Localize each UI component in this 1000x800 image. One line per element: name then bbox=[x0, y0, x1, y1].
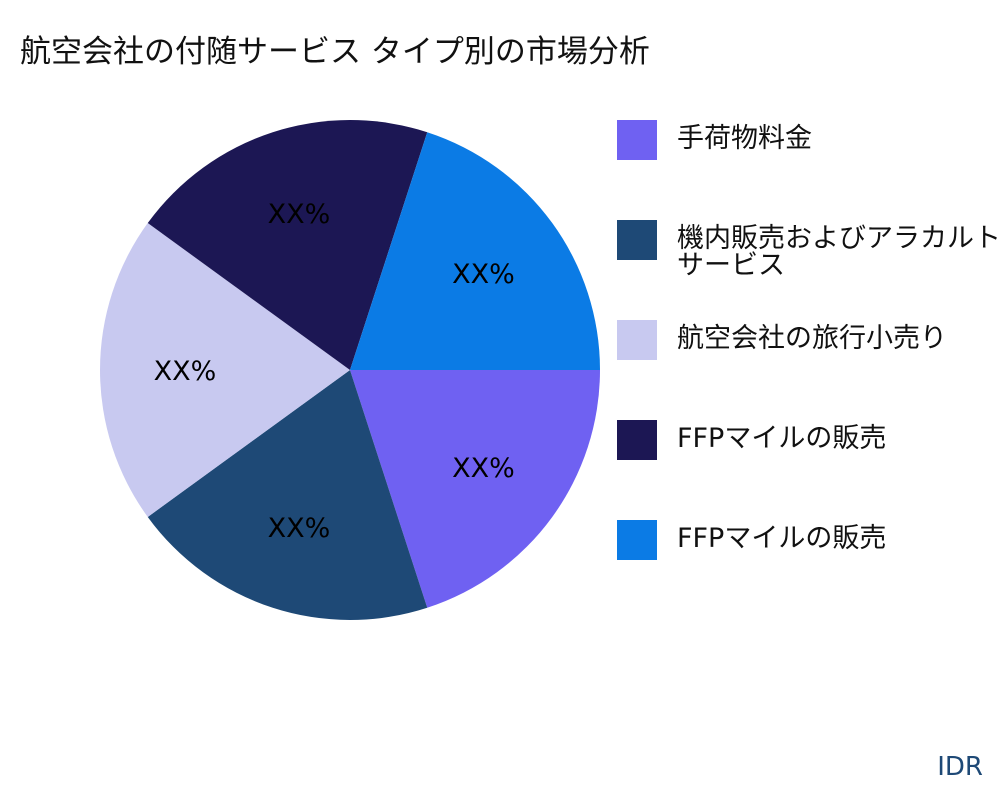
pie-slice bbox=[147, 370, 428, 620]
slice-data-label: XX% bbox=[452, 259, 515, 290]
legend-label: 航空会社の旅行小売り bbox=[677, 323, 947, 354]
legend-item: FFPマイルの販売 bbox=[617, 520, 886, 560]
pie-slice bbox=[147, 120, 428, 370]
legend-item: 手荷物料金 bbox=[617, 120, 812, 160]
slice-data-label: XX% bbox=[452, 453, 515, 484]
slice-data-label: XX% bbox=[268, 199, 331, 230]
legend-label: FFPマイルの販売 bbox=[677, 423, 887, 454]
pie-slice bbox=[100, 223, 350, 517]
pie-slice bbox=[350, 370, 600, 608]
unit-label: IDR bbox=[937, 752, 983, 782]
legend-swatch bbox=[617, 320, 657, 360]
legend-item: 航空会社の旅行小売り bbox=[617, 320, 947, 360]
legend-label: 手荷物料金 bbox=[677, 123, 812, 154]
legend-label: FFPマイルの販売 bbox=[677, 523, 887, 554]
legend: 手荷物料金機内販売およびアラカルト サービス航空会社の旅行小売り FFPマイルの販… bbox=[617, 0, 1000, 800]
slice-data-label: XX% bbox=[154, 356, 217, 387]
legend-item: 機内販売およびアラカルト サービス bbox=[617, 220, 1000, 279]
legend-item: FFPマイルの販売 bbox=[617, 420, 886, 460]
legend-label: 機内販売およびアラカルト サービス bbox=[677, 223, 1000, 281]
legend-swatch bbox=[617, 220, 657, 260]
legend-swatch bbox=[617, 420, 657, 460]
legend-swatch bbox=[617, 120, 657, 160]
pie-slice bbox=[350, 132, 600, 370]
pie-chart: XX% XX% XX% XX% XX% bbox=[100, 120, 600, 620]
slice-data-label: XX% bbox=[268, 513, 331, 544]
chart-title: 航空会社の付随サービス タイプ別の市場分析 bbox=[20, 34, 650, 70]
legend-swatch bbox=[617, 520, 657, 560]
